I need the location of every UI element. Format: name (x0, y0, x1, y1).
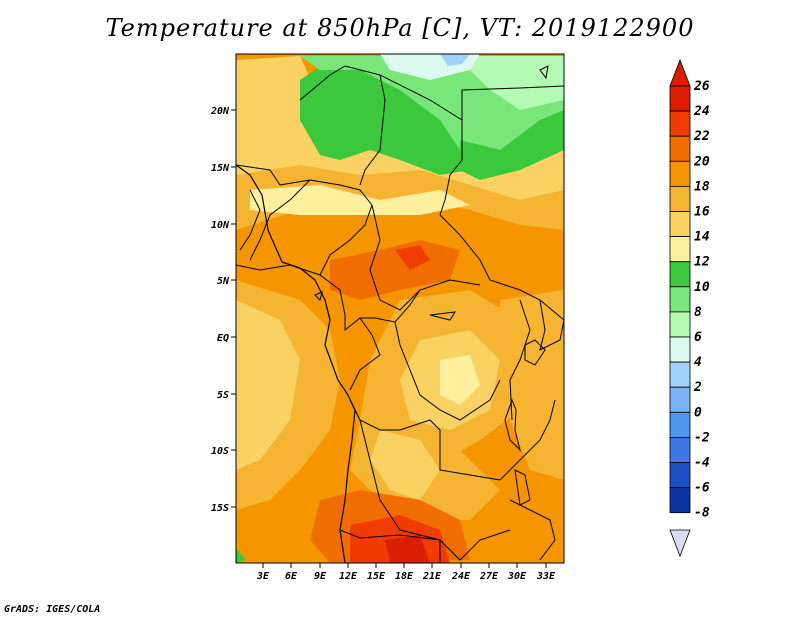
lon-label-9e: 9E (314, 571, 327, 582)
field-12-sahara (300, 60, 470, 175)
colorbar-label: 14 (694, 230, 710, 245)
lon-label-24e: 24E (451, 571, 471, 582)
field-12-corner (236, 548, 246, 563)
lon-label-12e: 12E (339, 571, 358, 582)
colorbar-swatch (669, 436, 691, 463)
colorbar-label: 24 (693, 104, 710, 119)
lon-label-15e: 15E (367, 571, 386, 582)
colorbar-label: 0 (694, 405, 702, 420)
temperature-field (236, 54, 564, 563)
field-16-westcoast (236, 300, 300, 470)
colorbar-label: 20 (693, 154, 710, 169)
colorbar-label: 18 (694, 179, 710, 194)
colorbar-label: 6 (694, 330, 702, 345)
lat-axis: 20N 15N 10N 5N EQ 5S 10S 15S (210, 106, 236, 514)
lat-label-10s: 10S (211, 446, 229, 457)
lon-axis: 3E 6E 9E 12E 15E 18E 21E 24E 27E 30E 33E (256, 563, 556, 582)
field-18-north (236, 160, 564, 230)
lon-label-30e: 30E (507, 571, 527, 582)
colorbar-label: 16 (694, 205, 710, 220)
colorbar-swatch (669, 261, 691, 288)
lon-label-18e: 18E (395, 571, 414, 582)
colorbar-swatch (669, 135, 691, 162)
colorbar-label: 8 (694, 305, 702, 320)
field-14-center (440, 355, 480, 405)
colorbar-cap-top (669, 58, 691, 87)
coastline (236, 164, 356, 563)
field-12-east (460, 110, 564, 180)
colorbar-swatch (669, 361, 691, 388)
field-24-central (395, 245, 430, 270)
field-22-central (330, 240, 460, 300)
country-borders (236, 65, 564, 563)
colorbar-swatch (669, 336, 691, 363)
lat-label-20n: 20N (210, 106, 230, 117)
lon-label-6e: 6E (285, 571, 298, 582)
field-16-northwest (236, 56, 320, 130)
colorbar-label: 4 (694, 355, 702, 370)
colorbar-cap-bottom (669, 529, 691, 558)
colorbar-swatch (669, 185, 691, 212)
colorbar-swatch (669, 286, 691, 313)
lakes (314, 65, 549, 506)
colorbar-swatch (669, 487, 691, 514)
map-frame (235, 53, 565, 564)
colorbar-label: 22 (693, 129, 710, 144)
colorbar-label: 2 (693, 380, 702, 395)
colorbar-label: -6 (694, 481, 710, 496)
lat-label-15s: 15S (211, 503, 229, 514)
lat-label-5n: 5N (217, 276, 230, 287)
field-4-north (440, 54, 470, 66)
colorbar-swatch (669, 110, 691, 137)
colorbar-label: 26 (693, 79, 710, 94)
lon-label-33e: 33E (536, 571, 556, 582)
lon-label-3e: 3E (256, 571, 270, 582)
colorbar-swatch (669, 411, 691, 438)
colorbar-label: -2 (694, 430, 710, 445)
colorbar-label: -4 (694, 456, 710, 471)
colorbar-label: 10 (694, 280, 710, 295)
colorbar-label: -8 (694, 506, 710, 521)
field-16-south (370, 430, 440, 500)
colorbar-label: 12 (694, 255, 710, 270)
colorbar-swatch (669, 160, 691, 187)
lat-label-5s: 5S (217, 390, 229, 401)
colorbar-swatch (669, 311, 691, 338)
field-14-north (250, 185, 470, 215)
colorbar-swatch (669, 386, 691, 413)
colorbar-swatch (669, 462, 691, 489)
lon-label-27e: 27E (479, 571, 499, 582)
chart-title: Temperature at 850hPa [C], VT: 201912290… (105, 14, 695, 42)
grads-credit: GrADS: IGES/COLA (4, 604, 101, 615)
lat-label-15n: 15N (211, 163, 230, 174)
colorbar-swatch (669, 211, 691, 238)
lat-label-10n: 10N (211, 220, 230, 231)
colorbar-swatch (669, 236, 691, 263)
field-26-south (385, 535, 430, 563)
lat-label-eq: EQ (217, 333, 229, 344)
lon-label-21e: 21E (422, 571, 442, 582)
colorbar-swatch (669, 85, 691, 112)
